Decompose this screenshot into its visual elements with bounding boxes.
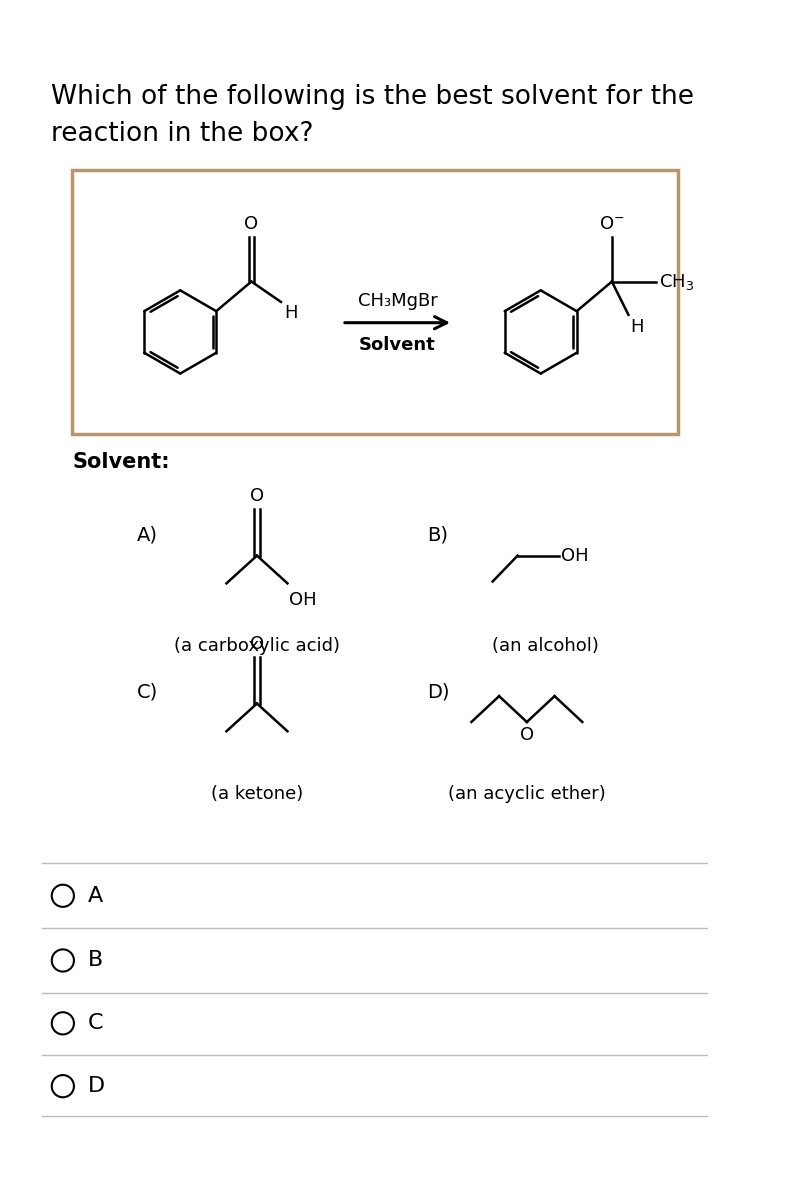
Text: CH$_3$: CH$_3$ [659, 271, 694, 292]
Text: (an alcohol): (an alcohol) [492, 637, 599, 655]
Text: C: C [88, 1013, 103, 1033]
Text: H: H [630, 318, 644, 336]
Text: A): A) [137, 526, 158, 545]
Text: Solvent: Solvent [359, 336, 436, 354]
Text: O$^{-}$: O$^{-}$ [599, 215, 625, 233]
Text: reaction in the box?: reaction in the box? [51, 121, 314, 148]
Text: Which of the following is the best solvent for the: Which of the following is the best solve… [51, 84, 694, 110]
Text: C): C) [137, 683, 158, 702]
Text: (a carboxylic acid): (a carboxylic acid) [174, 637, 340, 655]
Text: O: O [520, 726, 534, 744]
Text: O: O [244, 215, 259, 233]
Text: B): B) [427, 526, 448, 545]
Text: (a ketone): (a ketone) [211, 785, 303, 803]
Text: (an acyclic ether): (an acyclic ether) [448, 785, 606, 803]
Text: OH: OH [561, 547, 589, 565]
Text: O: O [250, 487, 264, 505]
Text: H: H [284, 304, 298, 322]
Text: Solvent:: Solvent: [72, 452, 170, 472]
Bar [72, 170, 677, 433]
Text: A: A [88, 886, 103, 906]
Text: O: O [250, 635, 264, 653]
Text: D): D) [427, 683, 449, 702]
Text: OH: OH [289, 590, 317, 608]
Text: D: D [88, 1076, 105, 1096]
Text: CH₃MgBr: CH₃MgBr [358, 292, 437, 310]
Text: B: B [88, 950, 103, 971]
